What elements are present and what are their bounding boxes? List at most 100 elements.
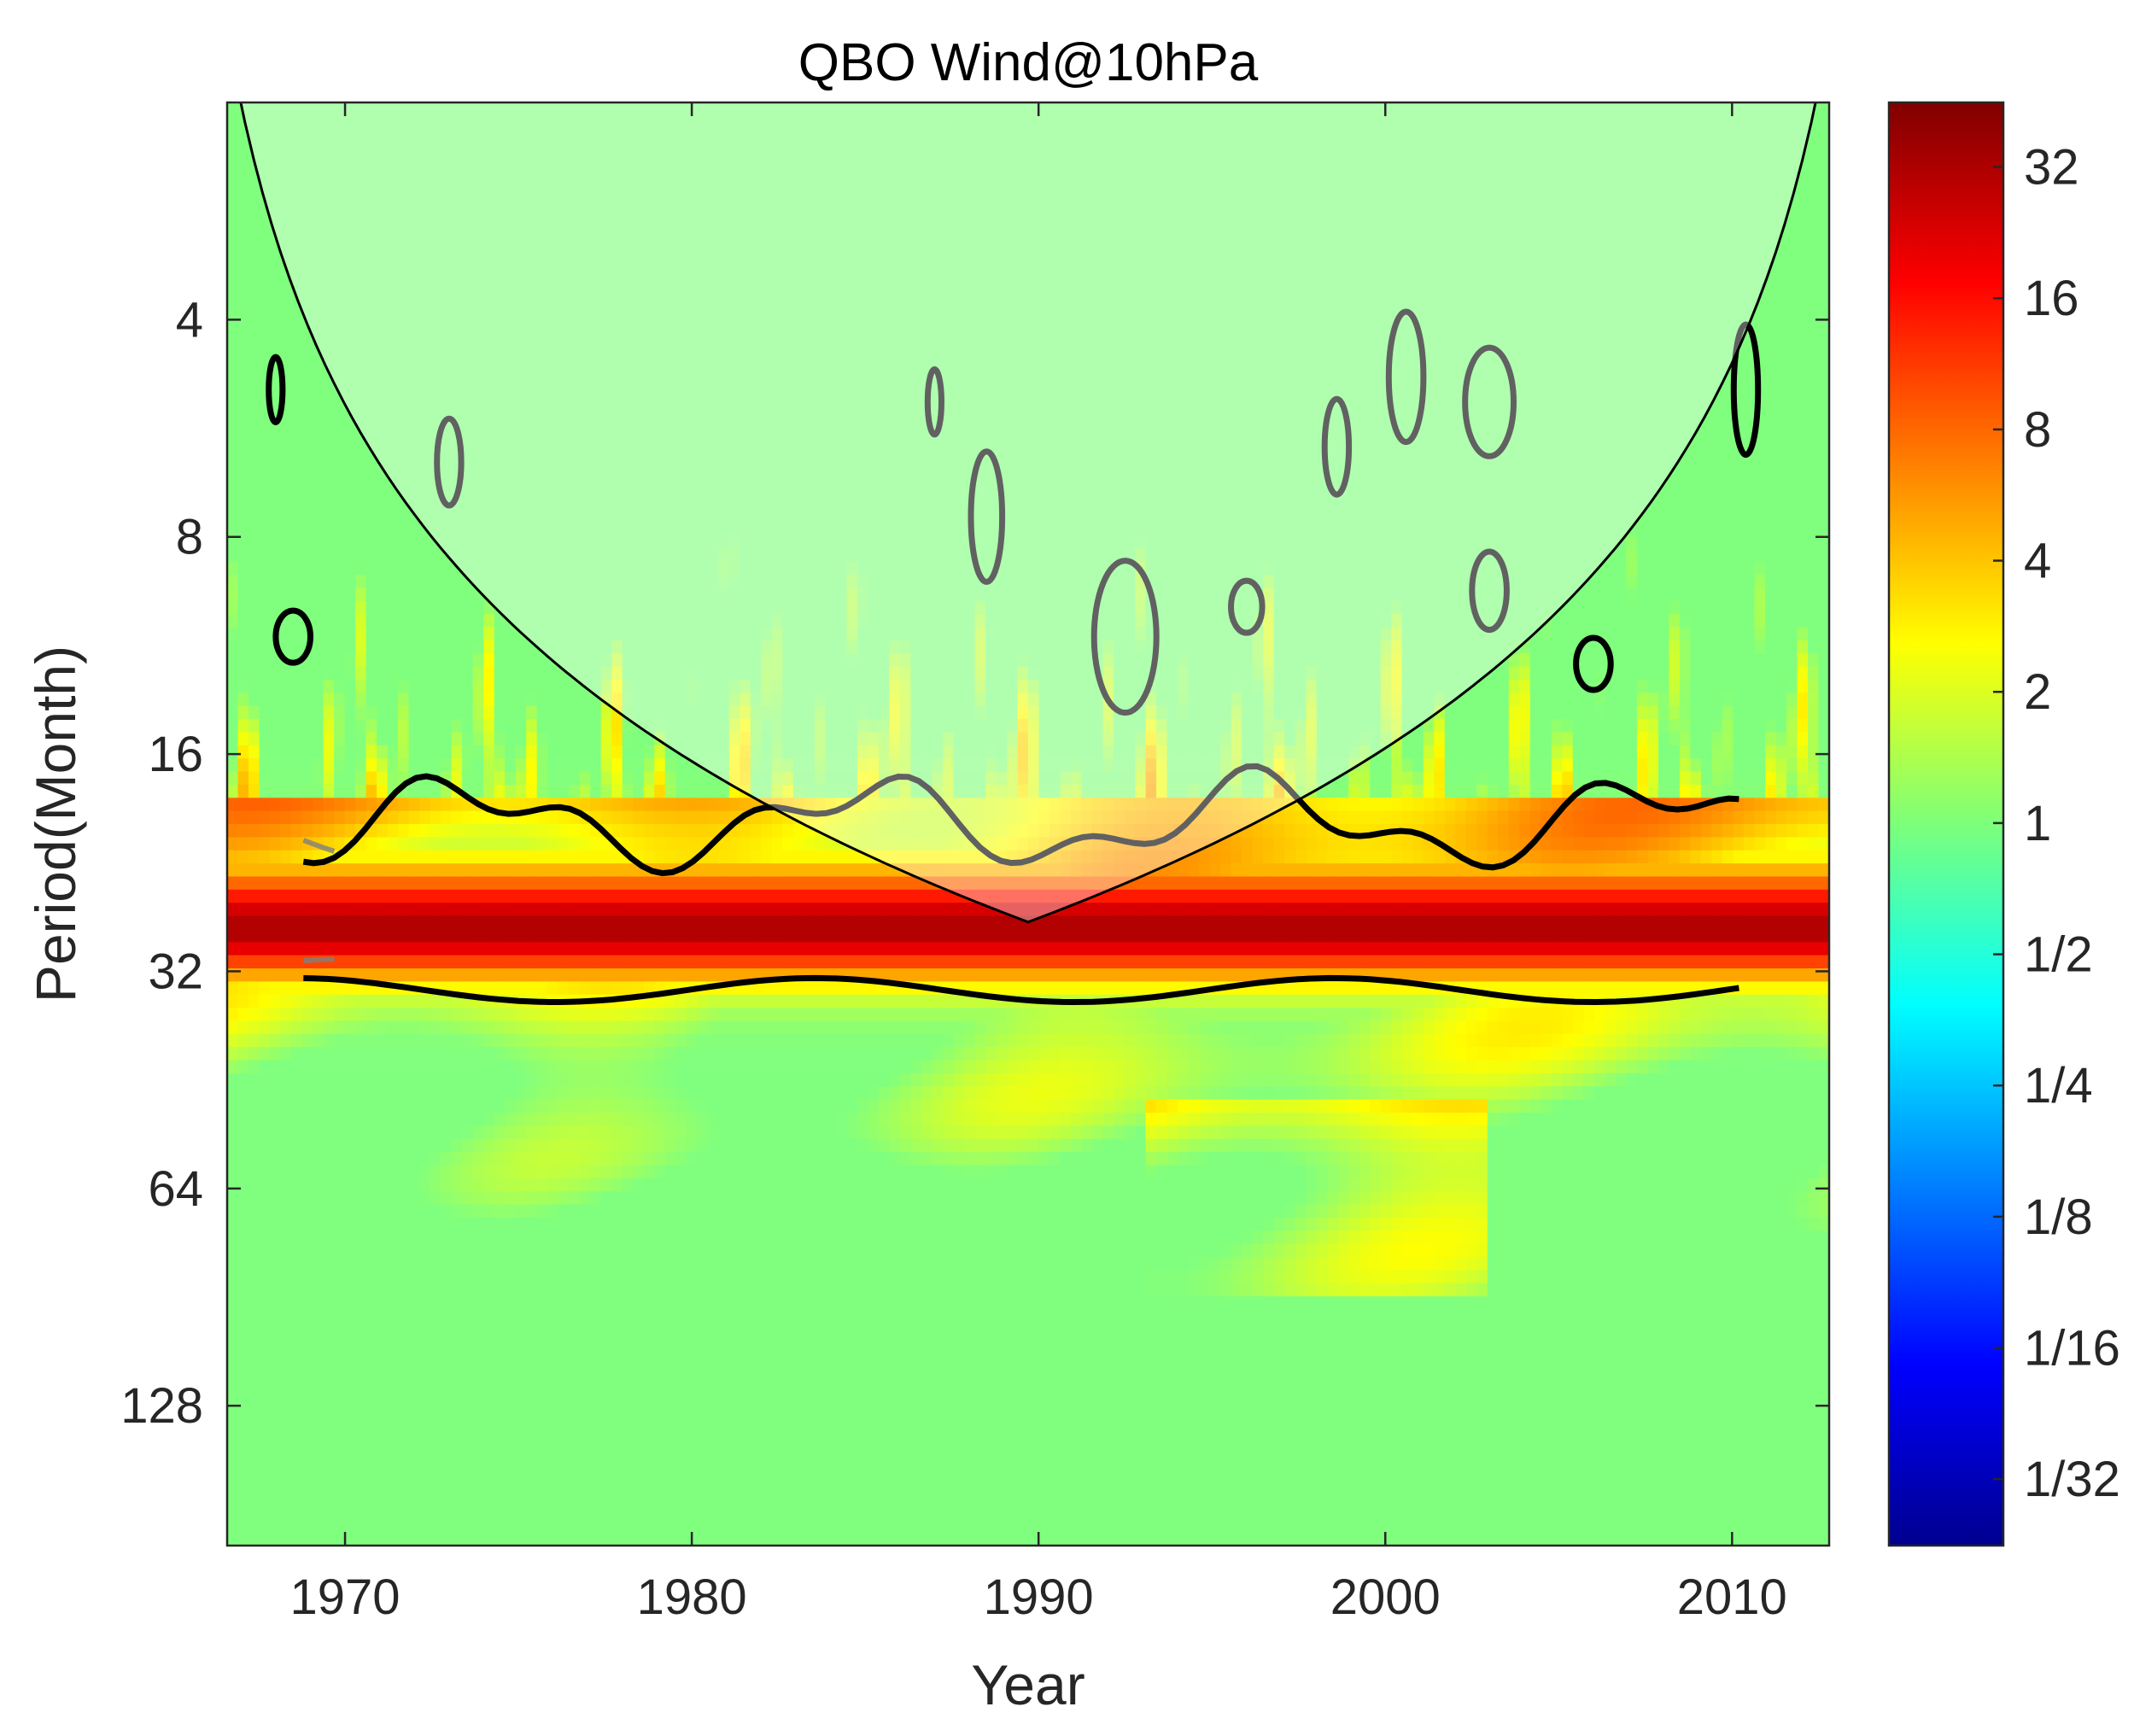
heatmap-cell	[387, 680, 399, 694]
heatmap-cell	[664, 928, 676, 943]
heatmap-cell	[259, 798, 271, 812]
heatmap-cell	[301, 784, 313, 798]
heatmap-cell	[547, 666, 559, 681]
heatmap-cell	[280, 1191, 292, 1206]
heatmap-cell	[398, 1466, 410, 1481]
heatmap-cell	[270, 1033, 282, 1048]
heatmap-cell	[248, 535, 260, 550]
heatmap-cell	[237, 1152, 249, 1166]
heatmap-cell	[675, 798, 687, 812]
heatmap-cell	[408, 1138, 420, 1153]
heatmap-cell	[505, 705, 517, 720]
heatmap-cell	[590, 1519, 602, 1534]
heatmap-cell	[355, 1505, 367, 1520]
heatmap-cell	[355, 850, 367, 864]
heatmap-cell	[664, 810, 676, 825]
heatmap-cell	[611, 1466, 623, 1481]
heatmap-cell	[526, 1441, 538, 1455]
heatmap-cell	[248, 837, 260, 851]
heatmap-cell	[334, 1125, 346, 1140]
heatmap-cell	[270, 758, 282, 773]
heatmap-cell	[643, 1099, 655, 1113]
heatmap-cell	[633, 1086, 645, 1101]
heatmap-cell	[291, 272, 303, 287]
heatmap-cell	[301, 1073, 313, 1087]
heatmap-cell	[451, 1230, 463, 1245]
heatmap-cell	[398, 903, 410, 917]
heatmap-cell	[558, 1191, 570, 1206]
heatmap-cell	[505, 1480, 517, 1494]
heatmap-cell	[365, 863, 377, 878]
heatmap-cell	[334, 824, 346, 839]
heatmap-cell	[654, 1309, 666, 1324]
heatmap-cell	[398, 443, 410, 458]
heatmap-cell	[259, 994, 271, 1008]
heatmap-cell	[334, 1361, 346, 1376]
heatmap-cell	[430, 666, 441, 681]
heatmap-cell	[686, 1375, 698, 1389]
heatmap-cell	[291, 1020, 303, 1035]
heatmap-cell	[227, 1270, 239, 1284]
heatmap-cell	[259, 903, 271, 917]
heatmap-cell	[483, 1414, 495, 1429]
heatmap-cell	[675, 1217, 687, 1231]
heatmap-cell	[536, 1073, 548, 1087]
heatmap-cell	[365, 1217, 377, 1231]
heatmap-cell	[377, 509, 389, 523]
heatmap-cell	[227, 522, 239, 536]
heatmap-cell	[237, 784, 249, 798]
heatmap-cell	[365, 115, 377, 130]
heatmap-cell	[697, 1086, 709, 1101]
heatmap-cell	[270, 1414, 282, 1429]
heatmap-cell	[643, 903, 655, 917]
heatmap-cell	[590, 1414, 602, 1429]
heatmap-cell	[237, 443, 249, 458]
heatmap-cell	[248, 1375, 260, 1389]
heatmap-cell	[301, 482, 313, 497]
heatmap-cell	[483, 942, 495, 956]
heatmap-cell	[675, 824, 687, 839]
heatmap-cell	[558, 1178, 570, 1192]
heatmap-cell	[462, 1217, 474, 1231]
heatmap-cell	[248, 1113, 260, 1127]
heatmap-cell	[365, 640, 377, 654]
heatmap-cell	[643, 1008, 655, 1022]
heatmap-cell	[494, 837, 506, 851]
heatmap-cell	[441, 1113, 453, 1127]
heatmap-cell	[270, 456, 282, 471]
heatmap-cell	[313, 115, 324, 130]
heatmap-cell	[462, 1138, 474, 1153]
heatmap-cell	[387, 1008, 399, 1022]
heatmap-cell	[505, 968, 517, 983]
heatmap-cell	[622, 1441, 634, 1455]
heatmap-cell	[280, 299, 292, 313]
heatmap-cell	[526, 693, 538, 707]
heatmap-cell	[697, 1099, 709, 1113]
heatmap-cell	[430, 1113, 441, 1127]
heatmap-cell	[536, 693, 548, 707]
heatmap-cell	[323, 1441, 335, 1455]
heatmap-cell	[654, 955, 666, 969]
heatmap-cell	[419, 194, 431, 208]
heatmap-cell	[280, 1257, 292, 1271]
heatmap-cell	[430, 167, 441, 182]
heatmap-cell	[365, 167, 377, 182]
heatmap-cell	[483, 1243, 495, 1258]
heatmap-cell	[344, 1414, 356, 1429]
heatmap-cell	[590, 903, 602, 917]
heatmap-cell	[472, 1165, 484, 1179]
heatmap-cell	[419, 1217, 431, 1231]
heatmap-cell	[280, 798, 292, 812]
heatmap-cell	[398, 260, 410, 274]
heatmap-cell	[664, 1441, 676, 1455]
heatmap-cell	[675, 1008, 687, 1022]
heatmap-cell	[472, 1243, 484, 1258]
heatmap-cell	[430, 614, 441, 628]
heatmap-cell	[675, 1283, 687, 1297]
heatmap-cell	[344, 312, 356, 326]
heatmap-cell	[387, 272, 399, 287]
heatmap-cell	[227, 1086, 239, 1101]
heatmap-cell	[441, 1165, 453, 1179]
heatmap-cell	[237, 889, 249, 903]
heatmap-cell	[398, 1375, 410, 1389]
